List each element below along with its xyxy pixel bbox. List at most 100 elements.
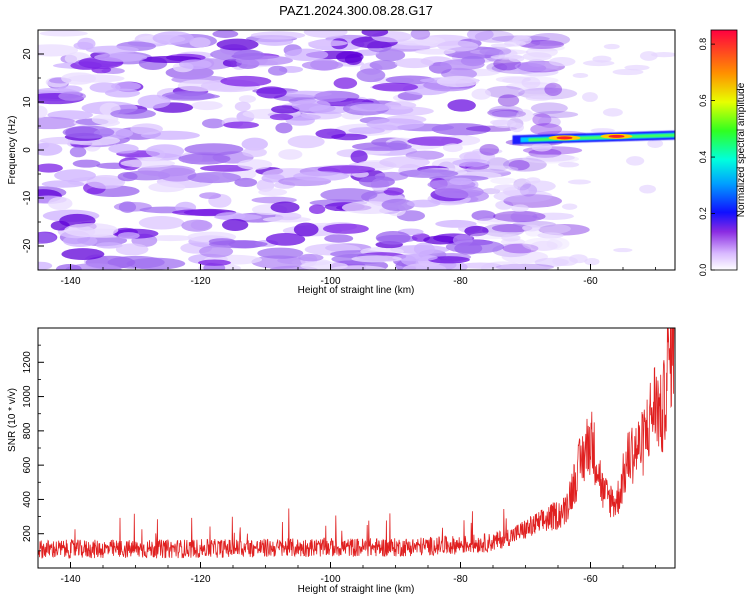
spectrogram-blob bbox=[509, 122, 525, 133]
spectrogram-blob bbox=[423, 235, 458, 245]
spectrogram-blob bbox=[603, 43, 620, 50]
spectrogram-blob bbox=[410, 30, 431, 40]
spectrogram-blob bbox=[269, 113, 294, 121]
spectrogram-blob bbox=[86, 174, 126, 189]
spectrogram-blob bbox=[64, 223, 119, 238]
spectrogram-blob bbox=[592, 55, 612, 63]
spectrogram-blob bbox=[39, 30, 88, 37]
snr-y-tick-label: 200 bbox=[22, 525, 33, 542]
spectrogram-x-tick-label: -140 bbox=[60, 276, 80, 287]
spectrogram-blob bbox=[148, 182, 186, 193]
spectrogram-blob bbox=[91, 114, 119, 125]
spectrogram-blob bbox=[486, 157, 510, 172]
spectrogram-blob bbox=[61, 72, 96, 85]
spectrogram-blob bbox=[506, 81, 557, 91]
spectrogram-blob bbox=[436, 75, 480, 88]
spectrogram-blob bbox=[497, 94, 520, 107]
spectrogram-blob bbox=[271, 105, 300, 114]
spectrogram-blob bbox=[495, 263, 554, 270]
colorbar-ticks: 0.0 0.2 0.4 0.6 0.8 bbox=[698, 38, 715, 276]
spectrogram-blob bbox=[307, 40, 348, 47]
spectrogram-blob bbox=[518, 87, 558, 95]
spectrogram-blob bbox=[511, 204, 529, 212]
spectrogram-blob bbox=[38, 105, 48, 119]
spectrogram-blob bbox=[518, 67, 559, 77]
spectrogram-blob bbox=[407, 136, 463, 146]
spectrogram-blob bbox=[466, 165, 519, 173]
spectrogram-blob bbox=[61, 248, 105, 261]
spectrogram-blob bbox=[322, 223, 369, 234]
spectrogram-blob bbox=[482, 223, 525, 238]
spectrogram-blob bbox=[452, 158, 491, 167]
spectrogram-blob bbox=[502, 76, 559, 85]
spectrogram-blob bbox=[406, 199, 441, 208]
spectrogram-blob bbox=[216, 38, 259, 51]
spectrogram-blob bbox=[38, 44, 78, 57]
spectrogram-blob bbox=[602, 108, 623, 117]
spectrogram-blob bbox=[522, 224, 541, 232]
spectrogram-blob bbox=[201, 118, 226, 129]
spectrogram-blob bbox=[525, 95, 552, 101]
spectrogram-y-ticks: -20 -10 0 10 20 bbox=[22, 29, 44, 271]
spectrogram-blob bbox=[532, 113, 552, 126]
spectrogram-blob bbox=[108, 143, 139, 154]
spectrogram-blob bbox=[191, 101, 223, 111]
spectrogram-blob bbox=[58, 91, 87, 101]
spectrogram-blob bbox=[251, 255, 306, 269]
spectrogram-blob bbox=[447, 99, 476, 112]
spectrogram-blob bbox=[525, 153, 575, 162]
spectrogram-blob bbox=[161, 91, 215, 101]
spectrogram-blob bbox=[490, 54, 523, 60]
spectrogram-blob bbox=[537, 232, 564, 239]
spectrogram-blob bbox=[111, 81, 141, 91]
spectrogram-blob bbox=[54, 169, 96, 182]
spectrogram-blob bbox=[233, 49, 265, 61]
spectrogram-blob bbox=[48, 196, 73, 210]
spectrogram-blob bbox=[582, 92, 598, 102]
snr-x-tick-label: -140 bbox=[60, 574, 80, 585]
spectrogram-blob bbox=[38, 261, 53, 270]
spectrogram-blob bbox=[477, 218, 501, 225]
spectrogram-blob bbox=[317, 165, 376, 174]
spectrogram-blob bbox=[449, 177, 473, 185]
spectrogram-blob bbox=[72, 159, 101, 168]
spectrogram-blob bbox=[402, 263, 447, 270]
spectrogram-blob bbox=[387, 140, 408, 151]
spectrogram-blob bbox=[519, 183, 538, 197]
snr-y-tick-label: 1000 bbox=[22, 385, 33, 408]
snr-y-tick-label: 400 bbox=[22, 491, 33, 508]
spectrogram-blob bbox=[137, 94, 171, 109]
spectrogram-blob bbox=[508, 160, 530, 171]
snr-y-axis-label: SNR (10 * v/v) bbox=[7, 388, 18, 452]
spectrogram-blob bbox=[152, 31, 194, 45]
spectrogram-blob bbox=[527, 44, 565, 52]
spectrogram-blob bbox=[434, 184, 484, 199]
snr-y-ticks: 200 400 600 800 1000 1200 bbox=[22, 344, 44, 552]
spectrogram-blob bbox=[250, 31, 306, 40]
spectrogram-blob bbox=[469, 48, 529, 56]
spectrogram-y-tick-label: -10 bbox=[22, 190, 33, 205]
spectrogram-blob bbox=[178, 59, 212, 70]
spectrogram-blob bbox=[392, 254, 438, 262]
spectrogram-blob bbox=[258, 188, 288, 196]
spectrogram-y-tick-label: -20 bbox=[22, 238, 33, 253]
spectrogram-blob bbox=[584, 258, 600, 266]
spectrogram-blob bbox=[320, 188, 378, 202]
spectrogram-signal bbox=[512, 130, 675, 145]
spectrogram-blob bbox=[38, 232, 57, 244]
spectrogram-blob bbox=[118, 201, 137, 213]
spectrogram-x-axis-label: Height of straight line (km) bbox=[298, 285, 415, 296]
spectrogram-blob bbox=[503, 157, 547, 172]
spectrogram-blob bbox=[469, 232, 512, 240]
colorbar-tick-label: 0.2 bbox=[698, 207, 708, 220]
spectrogram-blob bbox=[221, 218, 249, 232]
spectrogram-blob bbox=[532, 110, 579, 118]
spectrogram-blob bbox=[493, 210, 546, 223]
spectrogram-blob bbox=[257, 247, 304, 259]
colorbar-tick-label: 0.4 bbox=[698, 151, 708, 164]
spectrogram-blob bbox=[41, 180, 85, 188]
spectrogram-blob bbox=[138, 216, 185, 230]
spectrogram-blob bbox=[212, 30, 239, 38]
spectrogram-blob bbox=[530, 102, 568, 114]
